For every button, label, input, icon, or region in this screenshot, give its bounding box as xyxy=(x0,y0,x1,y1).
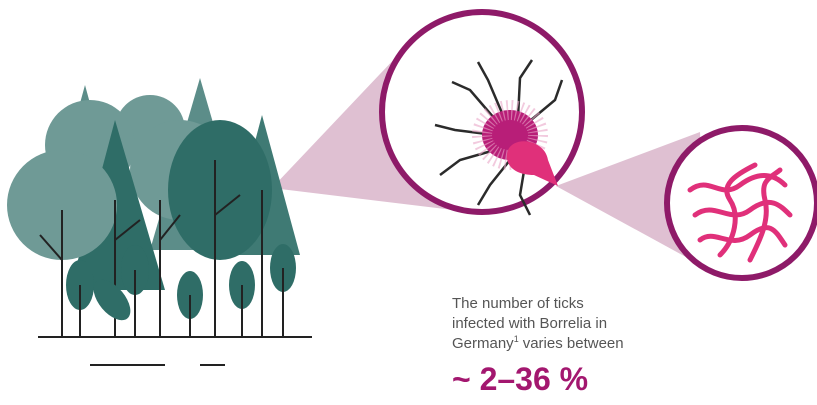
caption-line: infected with Borrelia in xyxy=(452,315,607,332)
caption-line: Germany1 varies between xyxy=(452,334,624,352)
caption-line: The number of ticks xyxy=(452,295,584,312)
tick-magnifier xyxy=(382,12,582,215)
caption-text: Germany xyxy=(452,335,514,352)
key-figure: ~ 2–36 % xyxy=(452,361,588,397)
footnote-mark: 1 xyxy=(514,334,519,344)
borrelia-magnifier xyxy=(667,128,817,278)
caption-text: The number of ticks xyxy=(452,295,584,312)
forest xyxy=(7,78,312,365)
infographic: The number of ticks infected with Borrel… xyxy=(0,0,817,405)
page: The number of ticks infected with Borrel… xyxy=(0,0,817,405)
figure-text: ~ 2–36 % xyxy=(452,361,588,397)
caption-text: infected with Borrelia in xyxy=(452,315,607,332)
caption-text: varies between xyxy=(523,335,624,352)
